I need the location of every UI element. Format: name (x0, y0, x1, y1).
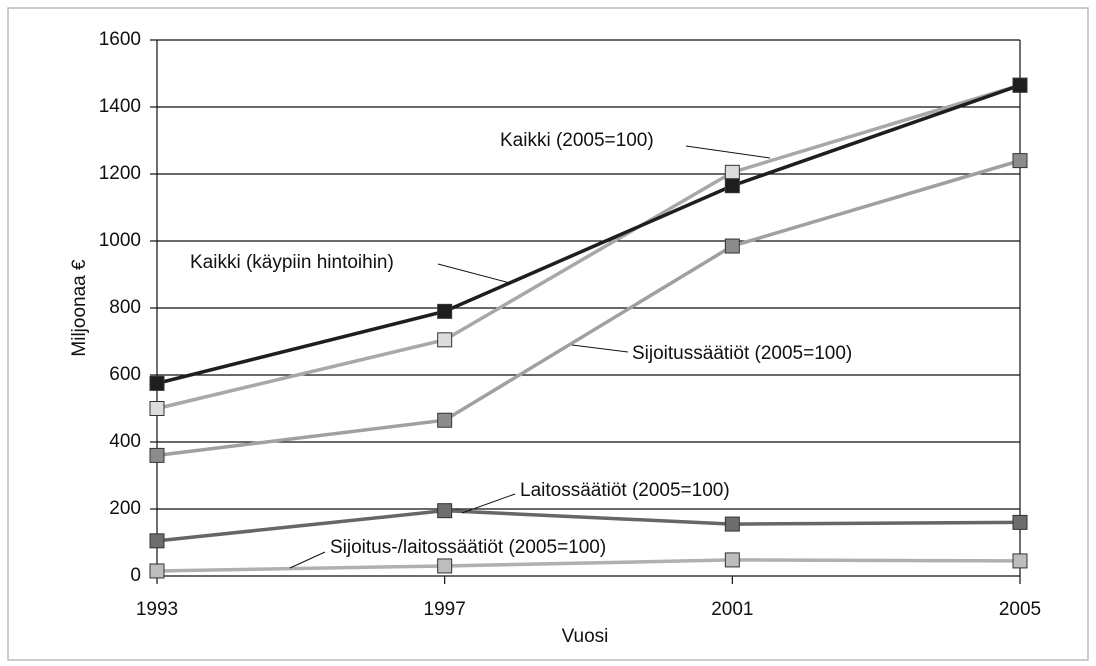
series-label: Sijoitussäätiöt (2005=100) (632, 343, 852, 364)
frame (7, 7, 1089, 661)
leader-line (289, 551, 326, 569)
x-tick-label: 2001 (711, 599, 753, 620)
series-line (156, 158, 1021, 458)
y-tick-label: 1200 (99, 163, 141, 184)
x-axis-label: Vuosi (562, 626, 609, 647)
series-line (156, 83, 1021, 386)
y-tick-label: 200 (109, 498, 141, 519)
y-tick-label: 600 (109, 364, 141, 385)
marker (1012, 77, 1028, 93)
leader-line (685, 145, 771, 159)
series-label: Kaikki (2005=100) (500, 130, 654, 151)
y-tick-label: 1400 (99, 96, 141, 117)
marker (437, 412, 453, 428)
marker (724, 178, 740, 194)
marker (437, 332, 453, 348)
marker (1012, 514, 1028, 530)
leader-line (571, 344, 629, 353)
marker (149, 533, 165, 549)
y-tick-label: 800 (109, 297, 141, 318)
marker (149, 447, 165, 463)
leader-line (461, 493, 516, 514)
marker (437, 558, 453, 574)
marker (437, 503, 453, 519)
series-line (156, 508, 1021, 543)
marker (437, 303, 453, 319)
x-tick-label: 1997 (424, 599, 466, 620)
marker (724, 552, 740, 568)
marker (724, 164, 740, 180)
series-line (156, 83, 1021, 411)
marker (1012, 553, 1028, 569)
y-tick-label: 1000 (99, 230, 141, 251)
marker (149, 563, 165, 579)
marker (724, 238, 740, 254)
marker (724, 516, 740, 532)
series-label: Laitossäätiöt (2005=100) (520, 480, 730, 501)
y-axis-label: Miljoonaa € (69, 259, 90, 357)
marker (149, 375, 165, 391)
series-label: Kaikki (käypiin hintoihin) (190, 252, 394, 273)
marker (149, 401, 165, 416)
marker (1012, 153, 1028, 169)
y-tick-label: 0 (130, 565, 141, 586)
leader-line (437, 263, 511, 284)
y-tick-label: 1600 (99, 29, 141, 50)
series-label: Sijoitus-/laitossäätiöt (2005=100) (330, 537, 606, 558)
x-tick-label: 2005 (999, 599, 1041, 620)
series-line (156, 558, 1021, 573)
y-tick-label: 400 (109, 431, 141, 452)
x-tick-label: 1993 (136, 599, 178, 620)
